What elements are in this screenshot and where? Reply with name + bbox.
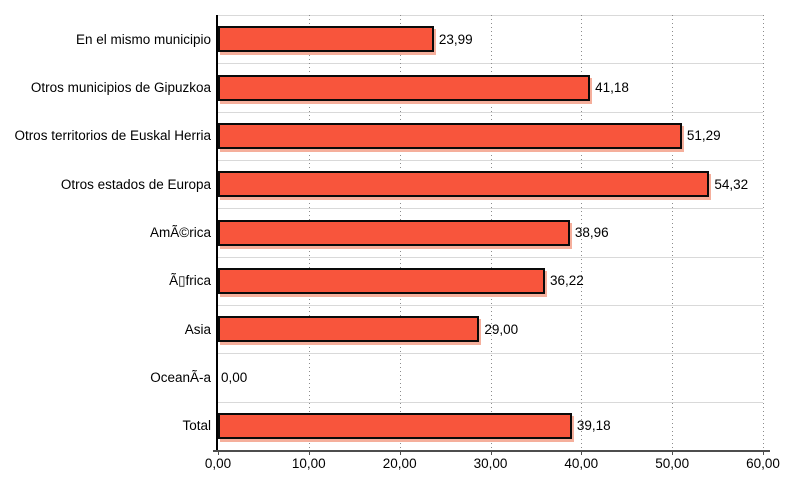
bar bbox=[218, 122, 682, 149]
x-tick-label: 20,00 bbox=[382, 456, 417, 471]
category-label: AmÃ©rica bbox=[150, 224, 211, 240]
value-label: 29,00 bbox=[484, 321, 519, 337]
category-label: Otros municipios de Gipuzkoa bbox=[30, 79, 211, 95]
category-label: Total bbox=[182, 418, 211, 434]
bar bbox=[218, 171, 710, 198]
bar bbox=[218, 26, 434, 53]
x-tick-label: 50,00 bbox=[655, 456, 690, 471]
category-label: Otros territorios de Euskal Herria bbox=[14, 128, 211, 144]
bar bbox=[218, 74, 591, 101]
x-tick-label: 40,00 bbox=[564, 456, 599, 471]
bar bbox=[218, 316, 480, 343]
x-tick-label: 30,00 bbox=[473, 456, 508, 471]
category-label: OceanÃ-a bbox=[150, 369, 211, 385]
x-tick-mark bbox=[581, 452, 583, 455]
value-label: 38,96 bbox=[574, 224, 609, 240]
y-axis-line bbox=[216, 15, 218, 452]
x-tick-mark bbox=[399, 452, 401, 455]
value-label: 23,99 bbox=[438, 31, 473, 47]
x-tick-label: 10,00 bbox=[291, 456, 326, 471]
category-label: Otros estados de Europa bbox=[60, 176, 211, 192]
bar bbox=[218, 412, 572, 439]
value-label: 51,29 bbox=[686, 128, 721, 144]
x-tick-label: 0,00 bbox=[204, 456, 232, 471]
bar bbox=[218, 267, 545, 294]
value-label: 41,18 bbox=[595, 79, 629, 95]
x-tick-mark bbox=[308, 452, 310, 455]
value-gridline bbox=[763, 15, 764, 450]
value-gridline bbox=[672, 15, 674, 450]
bar bbox=[218, 219, 570, 246]
value-label: 39,18 bbox=[576, 418, 611, 434]
value-label: 54,32 bbox=[714, 176, 749, 192]
value-label: 36,22 bbox=[550, 273, 584, 289]
x-axis-line bbox=[213, 450, 770, 452]
x-tick-mark bbox=[218, 452, 219, 455]
category-label: En el mismo municipio bbox=[75, 31, 211, 47]
category-label: Ã▯frica bbox=[169, 272, 211, 288]
category-label: Asia bbox=[184, 321, 211, 337]
x-tick-mark bbox=[490, 452, 492, 455]
value-gridline bbox=[581, 15, 583, 450]
value-label: 0,00 bbox=[221, 369, 248, 385]
x-tick-mark bbox=[672, 452, 674, 455]
x-tick-label: 60,00 bbox=[746, 456, 780, 471]
x-tick-mark bbox=[763, 452, 764, 455]
